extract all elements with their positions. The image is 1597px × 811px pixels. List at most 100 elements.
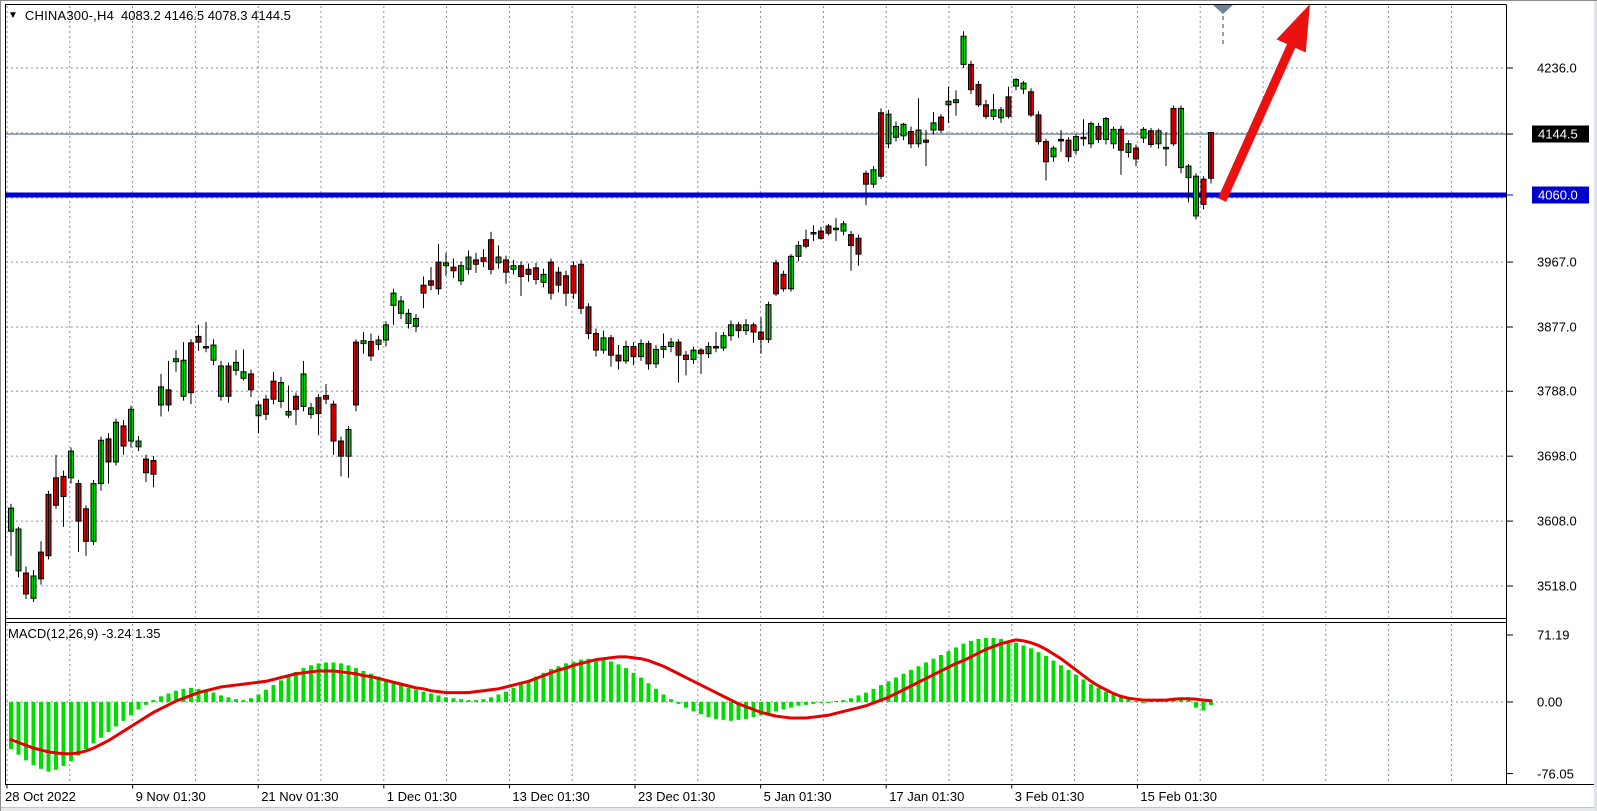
trend-arrow-shaft[interactable] xyxy=(1217,38,1298,202)
macd-histogram-bar xyxy=(849,698,853,702)
macd-histogram-bar xyxy=(474,700,478,702)
macd-histogram-bar xyxy=(1096,687,1101,702)
macd-histogram-bar xyxy=(676,702,681,704)
macd-histogram-bar xyxy=(1186,699,1191,702)
time-tick-label: 5 Jan 01:30 xyxy=(763,789,832,804)
macd-histogram-bar xyxy=(556,666,561,702)
macd-histogram-bar xyxy=(136,702,141,710)
macd-histogram-bar xyxy=(1006,640,1011,702)
time-tick-label: 23 Dec 01:30 xyxy=(638,789,716,804)
macd-histogram-bar xyxy=(534,676,538,702)
macd-histogram-bar xyxy=(144,702,148,705)
candles-group xyxy=(8,35,1214,599)
ohlc-values: 4083.2 4146.5 4078.3 4144.5 xyxy=(121,8,291,23)
bid-price-label: 4144.5 xyxy=(1532,125,1589,143)
macd-histogram-bar xyxy=(84,702,88,750)
macd-histogram-bar xyxy=(834,701,838,703)
macd-histogram-bar xyxy=(991,637,996,702)
macd-histogram-bar xyxy=(736,702,741,720)
macd-histogram-bar xyxy=(781,702,786,710)
macd-histogram-bar xyxy=(1141,702,1146,703)
macd-histogram-bar xyxy=(1044,655,1048,702)
macd-histogram-bar xyxy=(399,685,403,702)
macd-histogram-bar xyxy=(241,700,246,702)
macd-histogram-bar xyxy=(106,702,111,733)
macd-histogram-bar xyxy=(196,688,201,702)
macd-histogram-bar xyxy=(804,702,808,705)
macd-histogram-bar xyxy=(129,702,133,716)
macd-histogram-bar xyxy=(931,658,936,702)
macd-histogram-bar xyxy=(166,693,171,702)
macd-histogram-bar xyxy=(69,702,73,762)
symbol-dropdown-icon[interactable]: ▼ xyxy=(8,9,18,21)
macd-histogram-bar xyxy=(181,688,186,702)
macd-histogram-bar xyxy=(294,671,298,702)
macd-histogram-bar xyxy=(1119,697,1123,702)
macd-histogram-bar xyxy=(519,684,523,702)
macd-histogram-bar xyxy=(346,665,351,702)
macd-histogram-bar xyxy=(1209,702,1213,706)
macd-indicator-label: MACD(12,26,9) -3.24 1.35 xyxy=(8,626,161,641)
price-tick-label: 3518.0 xyxy=(1537,578,1577,594)
macd-histogram-bar xyxy=(286,675,291,702)
macd-histogram-bar xyxy=(174,690,178,702)
macd-histogram-bar xyxy=(646,683,651,702)
macd-histogram-bar xyxy=(924,662,928,702)
macd-tick-label: -76.05 xyxy=(1537,766,1574,782)
macd-histogram-bar xyxy=(264,689,268,702)
macd-histogram-bar xyxy=(279,680,283,702)
macd-histogram-bar xyxy=(46,702,51,772)
macd-histogram-bar xyxy=(309,665,313,702)
macd-histogram-bar xyxy=(571,661,576,702)
macd-histogram-bar xyxy=(1029,648,1033,702)
macd-histogram-bar xyxy=(339,663,343,702)
symbol-timeframe-label: CHINA300-,H4 xyxy=(24,8,115,23)
macd-histogram-bar xyxy=(91,702,96,744)
price-tick-label: 3608.0 xyxy=(1537,513,1577,529)
macd-histogram-bar xyxy=(361,670,366,702)
macd-histogram-bar xyxy=(871,688,876,702)
macd-histogram-bar xyxy=(204,690,208,702)
macd-histogram-bar xyxy=(369,673,373,702)
macd-histogram-bar xyxy=(459,699,463,702)
price-tick-label: 3967.0 xyxy=(1537,254,1577,270)
macd-histogram-bar xyxy=(526,680,531,702)
macd-histogram-bar xyxy=(219,695,223,702)
time-tick-label: 1 Dec 01:30 xyxy=(386,789,457,804)
macd-histogram-bar xyxy=(1111,694,1116,702)
time-tick-label: 13 Dec 01:30 xyxy=(512,789,590,804)
macd-histogram-bar xyxy=(24,702,28,761)
macd-histogram-bar xyxy=(234,699,238,702)
trend-arrow-head[interactable] xyxy=(1276,4,1310,53)
macd-histogram-bar xyxy=(579,659,583,702)
macd-histogram-bar xyxy=(1074,674,1078,702)
price-tick-label: 3788.0 xyxy=(1537,383,1577,399)
macd-histogram-bar xyxy=(796,702,801,706)
macd-histogram-bar xyxy=(1036,652,1041,702)
macd-histogram-bar xyxy=(984,637,988,702)
macd-histogram-bar xyxy=(916,666,921,702)
macd-histogram-bar xyxy=(256,694,261,702)
trend-arrow-object[interactable] xyxy=(1217,4,1310,202)
macd-histogram-bar xyxy=(331,662,336,702)
macd-histogram-bar xyxy=(384,679,388,702)
macd-signal-line xyxy=(9,638,1213,756)
macd-histogram-bar xyxy=(886,681,891,702)
macd-histogram-bar xyxy=(414,689,418,702)
window-bottom-edge xyxy=(1,807,1597,811)
macd-histogram-bar xyxy=(1051,660,1056,702)
macd-histogram-bar xyxy=(946,651,951,702)
macd-histogram-bar xyxy=(819,702,823,703)
macd-tick-label: 0.00 xyxy=(1537,694,1563,710)
macd-histogram-bar xyxy=(954,647,958,702)
macd-histogram-bar xyxy=(789,702,793,708)
macd-histogram-bar xyxy=(481,699,486,702)
macd-histogram-bar xyxy=(961,643,966,702)
macd-histogram-bar xyxy=(759,702,763,716)
time-tick-label: 3 Feb 01:30 xyxy=(1014,789,1085,804)
macd-histogram-bar xyxy=(511,687,516,702)
macd-histogram-bar xyxy=(616,664,621,702)
time-tick-label: 15 Feb 01:30 xyxy=(1140,789,1218,804)
